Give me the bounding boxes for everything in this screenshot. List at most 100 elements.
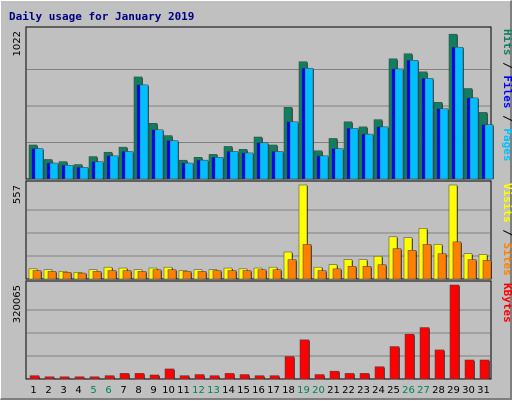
day-label: 26 bbox=[402, 385, 415, 396]
legend-sites: Sites bbox=[501, 243, 512, 276]
bar-kbytes bbox=[74, 376, 85, 380]
bar-sites bbox=[137, 271, 147, 280]
day-label: 30 bbox=[462, 385, 475, 396]
bar-pages bbox=[274, 151, 284, 180]
day-label: 18 bbox=[282, 385, 295, 396]
day-label: 8 bbox=[135, 385, 141, 396]
bar-sites bbox=[212, 270, 222, 280]
bar-pages bbox=[154, 129, 164, 180]
bar-sites bbox=[77, 272, 87, 280]
bar-kbytes bbox=[149, 374, 160, 380]
day-label: 25 bbox=[387, 385, 400, 396]
legend-separator: / bbox=[501, 56, 512, 76]
bar-kbytes bbox=[29, 375, 40, 380]
bar-kbytes bbox=[224, 373, 235, 380]
bar-sites bbox=[452, 241, 462, 280]
bar-kbytes bbox=[479, 359, 490, 380]
bar-kbytes bbox=[374, 366, 385, 380]
bar-kbytes bbox=[269, 375, 280, 380]
day-label: 21 bbox=[327, 385, 340, 396]
bar-kbytes bbox=[389, 346, 400, 380]
bar-pages bbox=[79, 167, 89, 180]
bar-kbytes bbox=[134, 373, 145, 380]
legend-visits: Visits bbox=[501, 183, 512, 223]
bar-pages bbox=[394, 68, 404, 180]
bar-sites bbox=[392, 248, 402, 280]
day-label: 11 bbox=[177, 385, 190, 396]
legend-files: Files bbox=[501, 75, 512, 108]
bar-pages bbox=[34, 148, 44, 180]
bar-kbytes bbox=[359, 373, 370, 380]
day-label: 10 bbox=[162, 385, 175, 396]
bar-pages bbox=[349, 128, 359, 180]
day-label: 1 bbox=[30, 385, 36, 396]
bar-kbytes bbox=[89, 376, 100, 380]
day-label: 4 bbox=[75, 385, 81, 396]
bar-sites bbox=[242, 270, 252, 280]
bar-kbytes bbox=[464, 359, 475, 380]
bar-pages bbox=[424, 78, 434, 180]
y-max-tick: 557 bbox=[12, 185, 23, 204]
panel-kbytes: 320065 KBytes bbox=[12, 280, 512, 380]
bar-sites bbox=[317, 270, 327, 280]
bar-kbytes bbox=[344, 373, 355, 380]
day-label: 31 bbox=[477, 385, 490, 396]
bar-sites bbox=[422, 244, 432, 280]
bar-pages bbox=[244, 152, 254, 180]
day-label: 7 bbox=[120, 385, 126, 396]
chart-title: Daily usage for January 2019 bbox=[9, 10, 194, 23]
bar-sites bbox=[347, 266, 357, 280]
panel-hits-files-pages: 1022 Hits / Files / Pages bbox=[12, 26, 512, 180]
bar-sites bbox=[272, 269, 282, 280]
bar-sites bbox=[92, 271, 102, 280]
bar-sites bbox=[182, 271, 192, 280]
bar-kbytes bbox=[254, 375, 265, 380]
bar-kbytes bbox=[239, 374, 250, 380]
bar-sites bbox=[167, 269, 177, 280]
bar-pages bbox=[484, 124, 494, 180]
bar-sites bbox=[62, 271, 72, 280]
bar-pages bbox=[439, 108, 449, 180]
bar-kbytes bbox=[119, 373, 130, 380]
day-label: 15 bbox=[237, 385, 250, 396]
bar-pages bbox=[454, 46, 464, 180]
bar-sites bbox=[407, 250, 417, 280]
bar-pages bbox=[319, 155, 329, 180]
bar-kbytes bbox=[329, 370, 340, 380]
day-label: 13 bbox=[207, 385, 220, 396]
bar-sites bbox=[437, 253, 447, 280]
bar-kbytes bbox=[59, 376, 70, 380]
bar-pages bbox=[304, 67, 314, 180]
bar-pages bbox=[259, 142, 269, 180]
bar-sites bbox=[32, 270, 42, 280]
bar-sites bbox=[152, 269, 162, 280]
bar-pages bbox=[109, 155, 119, 180]
bar-pages bbox=[64, 164, 74, 180]
bar-sites bbox=[362, 266, 372, 280]
bar-sites bbox=[197, 271, 207, 280]
bar-pages bbox=[229, 151, 239, 180]
panel-legend: KBytes bbox=[501, 283, 512, 323]
bar-kbytes bbox=[404, 333, 415, 380]
bar-kbytes bbox=[449, 284, 460, 380]
bar-kbytes bbox=[179, 375, 190, 380]
day-label: 9 bbox=[150, 385, 156, 396]
bar-sites bbox=[107, 270, 117, 280]
day-label: 24 bbox=[372, 385, 385, 396]
bar-sites bbox=[482, 260, 492, 280]
day-label: 5 bbox=[90, 385, 96, 396]
day-label: 22 bbox=[342, 385, 355, 396]
panel-legend: Visits / Sites bbox=[501, 183, 512, 276]
chart-panels: 1022 Hits / Files / Pages 557 Visits / Site… bbox=[12, 26, 512, 380]
bar-kbytes bbox=[434, 349, 445, 380]
bar-pages bbox=[49, 162, 59, 180]
legend-separator: / bbox=[501, 223, 512, 243]
day-label: 19 bbox=[297, 385, 310, 396]
legend-separator: / bbox=[501, 109, 512, 129]
y-max-tick: 320065 bbox=[12, 285, 23, 323]
bar-pages bbox=[409, 60, 419, 180]
bar-sites bbox=[302, 244, 312, 280]
bar-kbytes bbox=[44, 376, 55, 380]
